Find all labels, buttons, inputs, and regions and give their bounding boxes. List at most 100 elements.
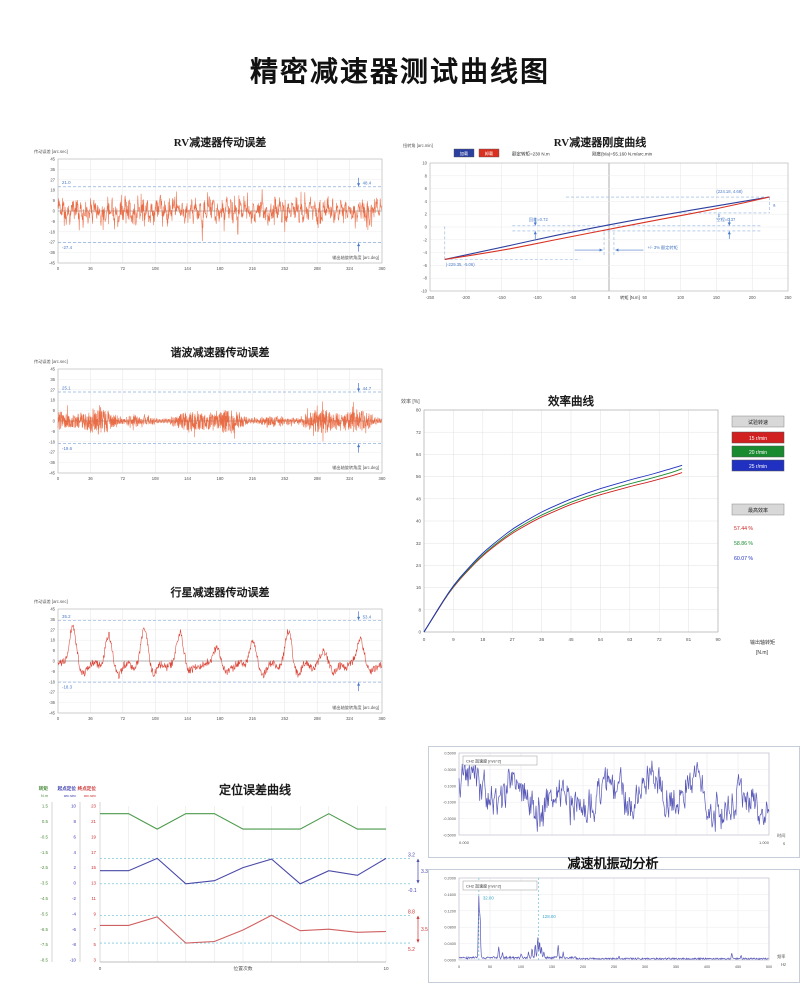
svg-text:150: 150 — [713, 295, 721, 300]
svg-text:RV减速器刚度曲线: RV减速器刚度曲线 — [554, 135, 647, 149]
svg-text:-19.6: -19.6 — [62, 446, 73, 451]
svg-text:0.1600: 0.1600 — [444, 893, 456, 897]
svg-text:360: 360 — [379, 716, 387, 721]
svg-text:72: 72 — [120, 266, 125, 271]
svg-text:0: 0 — [53, 209, 56, 214]
svg-text:108: 108 — [152, 716, 160, 721]
svg-text:b: b — [718, 213, 721, 218]
svg-text:0: 0 — [57, 266, 60, 271]
svg-text:216: 216 — [249, 266, 257, 271]
svg-text:36: 36 — [50, 377, 55, 382]
svg-text:3.5: 3.5 — [421, 927, 428, 933]
svg-text:起点定位: 起点定位 — [57, 785, 77, 792]
svg-text:谐波减速器传动误差: 谐波减速器传动误差 — [171, 345, 270, 359]
svg-text:53.4: 53.4 — [363, 614, 372, 619]
vibration-spectrum-chart: 0.2000 0.1600 0.1200 0.0800 0.0400 0.0000 0 50 1… — [428, 869, 800, 983]
svg-text:216: 216 — [249, 476, 257, 481]
harmonic-transmission-error-chart: 45 36 27 18 9 0 -9 -18 -27 -36 -45 0 36 72 108 144 180 21… — [30, 343, 390, 495]
svg-text:27: 27 — [50, 177, 55, 182]
svg-text:arc.sec: arc.sec — [64, 794, 76, 798]
svg-text:转矩 [N.m]: 转矩 [N.m] — [620, 294, 640, 301]
svg-text:23: 23 — [91, 804, 96, 809]
svg-text:200: 200 — [749, 295, 757, 300]
svg-text:16: 16 — [416, 585, 422, 590]
svg-text:27: 27 — [510, 637, 516, 642]
svg-text:9: 9 — [53, 408, 56, 413]
svg-text:6: 6 — [425, 186, 428, 191]
svg-text:传动误差 [arc.sec]: 传动误差 [arc.sec] — [34, 148, 68, 155]
svg-text:额定转矩=230 N.m: 额定转矩=230 N.m — [512, 151, 550, 158]
svg-text:5.2: 5.2 — [408, 947, 415, 953]
svg-text:48: 48 — [416, 496, 422, 501]
svg-text:288: 288 — [314, 266, 322, 271]
svg-text:108: 108 — [152, 266, 160, 271]
svg-text:32.00: 32.00 — [483, 896, 495, 901]
rv_stiffness-svg: 10 8 6 4 2 0 -2 -4 -6 -8 -10-250 -200 -150 -100 -50 0 50… — [403, 135, 793, 301]
svg-text:-18: -18 — [49, 439, 56, 444]
svg-text:-2: -2 — [423, 237, 427, 242]
svg-text:0: 0 — [608, 295, 611, 300]
svg-text:-5.5: -5.5 — [40, 911, 48, 916]
svg-text:10: 10 — [422, 161, 427, 166]
svg-text:0: 0 — [74, 881, 77, 886]
svg-text:0: 0 — [423, 637, 426, 642]
svg-text:-0.5: -0.5 — [40, 834, 48, 839]
svg-text:刚度(b/a)=55.160 N.m/arc.min: 刚度(b/a)=55.160 N.m/arc.min — [592, 151, 653, 158]
svg-text:行星减速器传动误差: 行星减速器传动误差 — [170, 585, 270, 599]
svg-text:18: 18 — [50, 188, 55, 193]
svg-text:81: 81 — [686, 637, 692, 642]
svg-text:0.3000: 0.3000 — [444, 768, 456, 772]
svg-text:36: 36 — [50, 167, 55, 172]
svg-text:终点定位: 终点定位 — [78, 785, 97, 792]
svg-text:288: 288 — [314, 476, 322, 481]
svg-text:0: 0 — [425, 225, 428, 230]
svg-text:空程=0.37: 空程=0.37 — [716, 216, 736, 223]
svg-text:-45: -45 — [49, 471, 56, 476]
svg-text:0: 0 — [57, 476, 60, 481]
svg-text:-1.5: -1.5 — [40, 850, 48, 855]
svg-text:-6: -6 — [72, 927, 76, 932]
svg-text:250: 250 — [785, 295, 793, 300]
svg-text:21.0: 21.0 — [62, 180, 71, 185]
svg-text:-45: -45 — [49, 711, 56, 716]
svg-text:324: 324 — [346, 716, 354, 721]
svg-text:56: 56 — [416, 474, 422, 479]
svg-text:9: 9 — [94, 911, 97, 916]
svg-text:-10: -10 — [421, 289, 428, 294]
svg-text:13: 13 — [91, 881, 96, 886]
vibration-time-chart: 0.5000 0.3000 0.1000 -0.1000 -0.3000 -0.5000 C… — [428, 746, 800, 858]
svg-text:-4.5: -4.5 — [40, 896, 48, 901]
svg-text:-9: -9 — [51, 669, 55, 674]
svg-text:0.000: 0.000 — [459, 840, 470, 845]
svg-text:72: 72 — [120, 716, 125, 721]
svg-text:0: 0 — [53, 659, 56, 664]
svg-text:2: 2 — [74, 865, 77, 870]
svg-text:150: 150 — [549, 965, 555, 969]
svg-text:45: 45 — [50, 367, 55, 372]
svg-text:50: 50 — [488, 965, 492, 969]
svg-text:卸载: 卸载 — [485, 150, 494, 157]
svg-text:N.m: N.m — [41, 794, 48, 798]
svg-text:3.3: 3.3 — [421, 869, 428, 875]
svg-text:8: 8 — [425, 173, 428, 178]
svg-text:试验转速: 试验转速 — [748, 419, 768, 426]
svg-text:36: 36 — [88, 266, 93, 271]
svg-text:7: 7 — [94, 927, 97, 932]
svg-text:10: 10 — [383, 966, 389, 971]
svg-text:[N.m]: [N.m] — [756, 650, 769, 656]
svg-text:27: 27 — [50, 627, 55, 632]
svg-text:arc.sec: arc.sec — [84, 794, 96, 798]
svg-text:18: 18 — [50, 638, 55, 643]
svg-text:a: a — [773, 203, 776, 208]
svg-text:输出轴旋转角度 [arc.deg]: 输出轴旋转角度 [arc.deg] — [332, 704, 379, 711]
svg-text:18: 18 — [480, 637, 486, 642]
svg-text:0.1200: 0.1200 — [444, 909, 456, 913]
efficiency-svg: 0 8 16 24 32 40 48 56 64 72 80 0 9 18 27 36 45 54 63 72 81 90… — [401, 394, 785, 656]
svg-text:传动误差 [arc.sec]: 传动误差 [arc.sec] — [34, 598, 68, 605]
svg-text:-2: -2 — [72, 896, 76, 901]
svg-text:频率: 频率 — [777, 953, 785, 960]
svg-text:传动误差 [arc.sec]: 传动误差 [arc.sec] — [34, 358, 68, 365]
svg-text:324: 324 — [346, 266, 354, 271]
svg-text:0: 0 — [99, 966, 102, 971]
